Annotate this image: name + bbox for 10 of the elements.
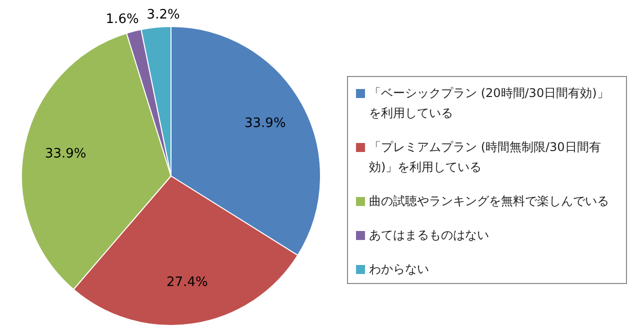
legend-label: 「ベーシックプラン (20時間/30日間有効)」を利用している [369, 85, 610, 122]
legend-label: わからない [369, 261, 429, 278]
data-label: 33.9% [244, 116, 286, 132]
legend-label: 曲の試聴やランキングを無料で楽しんでいる [369, 193, 609, 210]
legend-label: 「プレミアムプラン (時間無制限/30日間有効)」を利用している [369, 139, 602, 176]
data-label: 1.6% [106, 12, 139, 27]
data-label: 27.4% [166, 274, 208, 290]
data-label: 33.9% [44, 146, 86, 162]
legend-label: あてはまるものはない [369, 227, 489, 244]
data-label: 3.2% [146, 8, 180, 23]
